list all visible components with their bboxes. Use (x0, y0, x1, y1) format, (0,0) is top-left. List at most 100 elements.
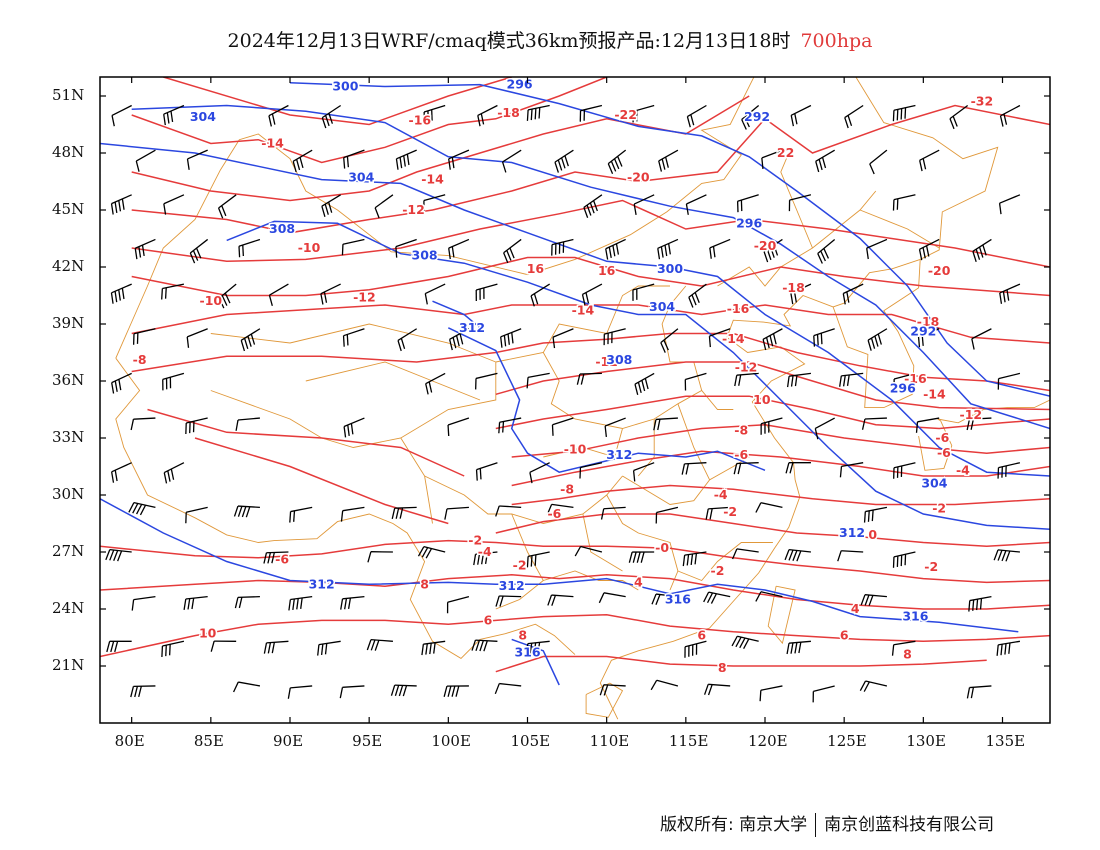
wind-barb-symbol (607, 149, 627, 175)
wind-barb-symbol (997, 372, 1021, 390)
temperature-contour (131, 332, 1050, 392)
height-label: 312 (839, 525, 865, 540)
height-label: 300 (332, 79, 358, 94)
temperature-label: -22 (614, 107, 637, 122)
wind-barb-symbol (574, 545, 603, 557)
temperature-contour (131, 104, 1050, 234)
height-label: 304 (649, 299, 675, 314)
temperature-label: -10 (298, 240, 321, 255)
temperature-label: 8 (518, 628, 527, 643)
wind-barb-symbol (111, 104, 132, 127)
height-label: 308 (606, 352, 632, 367)
temperature-label: 16 (598, 263, 616, 278)
wind-barb-symbol (755, 591, 783, 602)
temperature-contour (495, 513, 1050, 548)
wind-barb-symbol (762, 328, 783, 351)
temperature-label: 22 (777, 145, 794, 160)
wind-barb-symbol (367, 551, 393, 563)
wind-barb-symbol (993, 549, 1020, 562)
wind-barb-symbol (210, 640, 237, 652)
height-label: 292 (744, 109, 770, 124)
boundary-line (599, 294, 834, 720)
temperature-contour (147, 408, 465, 477)
footer-credit: 版权所有: 南京大学 南京创蓝科技有限公司 (660, 810, 994, 837)
wind-barb-symbol (321, 194, 342, 217)
lat-tick-label: 33N (52, 428, 85, 446)
temperature-label: 16 (527, 261, 545, 276)
wind-barb-symbol (632, 462, 655, 482)
chart-title: 2024年12月13日WRF/cmaq模式36km预报产品:12月13日18时 7… (0, 26, 1100, 53)
temperature-contour (100, 574, 1050, 610)
wind-barb-symbol (651, 593, 678, 605)
wind-barb-symbol (343, 417, 365, 438)
wind-barb-symbol (530, 283, 551, 307)
lat-tick-label: 51N (52, 86, 85, 104)
wind-barb-symbol (892, 551, 916, 568)
wind-barb-symbol (998, 194, 1021, 215)
temperature-contour (163, 77, 512, 126)
wind-barb-symbol (341, 238, 365, 256)
wind-barb-symbol (788, 194, 812, 212)
wind-barb-symbol (632, 104, 655, 123)
height-label: 316 (665, 592, 691, 607)
temperature-label: -2 (711, 563, 725, 578)
wind-barb-symbol (443, 685, 469, 697)
wind-barb-symbol (552, 328, 574, 349)
lat-tick-label: 21N (52, 656, 85, 674)
wind-barb-symbol (268, 283, 289, 306)
wind-barb-symbol (423, 194, 446, 212)
temperature-label: 0 (868, 527, 877, 542)
wind-barb-symbol (289, 506, 313, 523)
boundary-line (115, 357, 576, 659)
wind-barb-symbol (340, 596, 365, 610)
copyright-text: 版权所有: 南京大学 (660, 815, 808, 835)
height-label: 316 (514, 645, 540, 660)
wind-barb-symbol (972, 238, 992, 262)
wind-barb-symbol (705, 506, 731, 520)
wind-barb-symbol (682, 551, 707, 567)
temperature-label: -12 (402, 202, 425, 217)
wind-barb-symbol (526, 104, 550, 121)
axis-ticks (100, 77, 1050, 723)
wind-barb-symbol (317, 640, 341, 656)
wind-barb-symbol (238, 238, 261, 258)
wind-barb-symbol (655, 506, 679, 524)
temperature-label: -12 (735, 360, 758, 375)
temperature-label: -2 (468, 533, 482, 548)
wind-barb-symbol (603, 328, 626, 346)
lon-tick-label: 110E (589, 732, 630, 750)
boundary-line (424, 475, 623, 524)
wind-barb-symbol (240, 328, 261, 352)
wind-barb-symbol (733, 462, 759, 475)
wind-barb-symbol (579, 462, 603, 479)
temperature-contour (131, 77, 607, 164)
temperature-label: 6 (697, 628, 706, 643)
wind-barb-symbol (628, 551, 655, 563)
wind-barb-symbol (599, 684, 626, 696)
wind-barb-symbol (997, 462, 1021, 479)
wind-barb-symbol (815, 149, 835, 173)
wind-barb-symbol (495, 505, 522, 517)
temperature-label: -12 (595, 354, 618, 369)
temperature-label: -14 (261, 136, 284, 151)
wind-barb-symbol (421, 640, 446, 656)
title-level: 700hpa (800, 30, 873, 52)
wind-barb-symbol (529, 462, 550, 484)
wind-barb-symbol (583, 194, 603, 218)
temperature-contour (131, 256, 1050, 297)
wind-barb-symbol (342, 328, 365, 347)
wind-barb-symbol (503, 238, 522, 264)
wind-barb-symbol (163, 104, 185, 126)
wind-barb-symbol (526, 551, 550, 568)
wind-barb-symbol (449, 328, 470, 351)
wind-barb-symbol (893, 372, 916, 391)
wind-barb-symbol (551, 238, 574, 256)
wind-barb-symbol (684, 640, 707, 658)
wind-barb-symbol (132, 328, 156, 345)
height-label: 296 (736, 215, 762, 230)
height-label: 296 (890, 381, 916, 396)
temperature-label: 8 (420, 576, 429, 591)
temperature-label: -8 (133, 352, 147, 367)
height-contour (511, 638, 560, 686)
wind-barb-symbol (189, 238, 209, 264)
